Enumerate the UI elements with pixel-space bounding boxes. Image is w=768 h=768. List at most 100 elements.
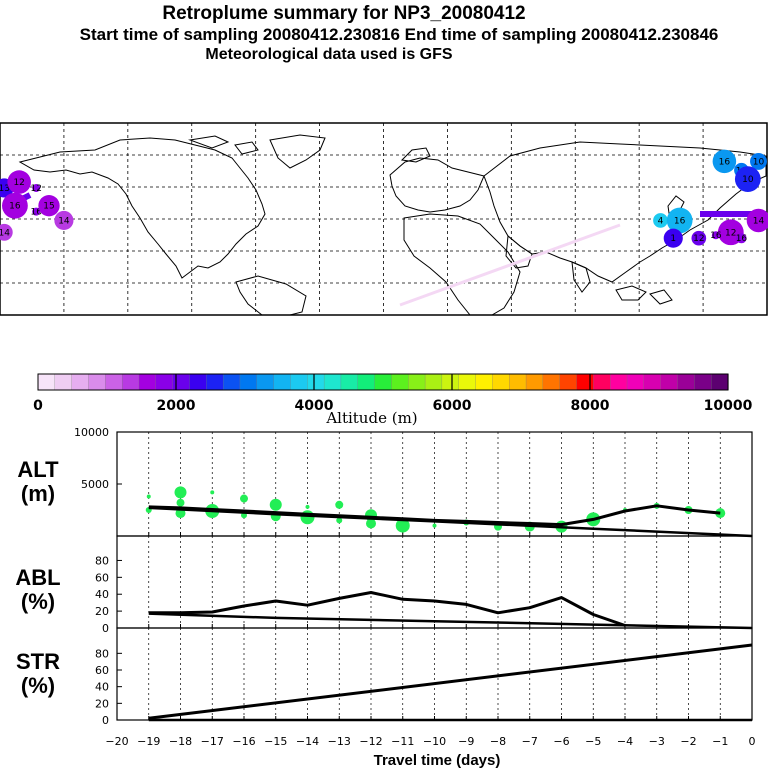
- altitude-point: [432, 523, 437, 528]
- altitude-point: [395, 518, 410, 533]
- altitude-point: [176, 498, 185, 507]
- x-tick-label: −12: [359, 735, 382, 748]
- colorbar-cell: [525, 373, 544, 391]
- x-tick-label: −11: [391, 735, 414, 748]
- plume-marker: [38, 195, 60, 217]
- x-tick-label: −18: [169, 735, 192, 748]
- plume-marker: [54, 210, 74, 231]
- plume-marker: [2, 192, 28, 219]
- y-tick-label: 10000: [74, 426, 109, 439]
- met-data-source: Meteorological data used is GFS: [205, 46, 453, 63]
- map-gridlines: [0, 123, 767, 315]
- plume-markers: 13121216161514141618101041611212161614: [0, 149, 768, 248]
- plume-marker-label: 10: [742, 175, 754, 185]
- x-tick-label: −6: [553, 735, 569, 748]
- panel-str: 80 60 40 20 0 STR(%): [16, 627, 753, 727]
- plume-marker: [711, 231, 720, 240]
- x-tick-label: −17: [201, 735, 224, 748]
- colorbar-cell: [475, 373, 494, 391]
- x-tick-label: −16: [232, 735, 255, 748]
- altitude-point: [269, 498, 282, 511]
- altitude-point: [366, 518, 376, 529]
- colorbar-cell: [509, 373, 527, 391]
- colorbar-frame: [37, 373, 729, 391]
- colorbar-cell: [374, 373, 393, 391]
- y-tick-label: 0: [102, 622, 109, 635]
- plume-marker-label: 16: [719, 157, 731, 167]
- panel-label: ALT: [17, 457, 59, 482]
- colorbar-cell: [610, 373, 628, 391]
- x-tick-label: −3: [649, 735, 665, 748]
- plume-marker-label: 14: [753, 216, 765, 226]
- x-tick-label: −1: [712, 735, 728, 748]
- time-series-panels: 100005000ALT(m)806040200ABL(%)806040200S…: [15, 426, 755, 748]
- world-map: 13121216161514141618101041611212161614: [0, 122, 768, 316]
- plume-marker: [0, 223, 13, 241]
- x-tick-label: −10: [423, 735, 446, 748]
- altitude-point: [336, 517, 343, 524]
- plume-marker-label: 16: [9, 202, 21, 212]
- colorbar-tick-label: 2000: [157, 398, 196, 414]
- plume-marker: [746, 208, 768, 233]
- colorbar-cell: [626, 373, 645, 391]
- x-axis-label: Travel time (days): [374, 752, 501, 768]
- colorbar-cell: [290, 373, 308, 391]
- colorbar-cell: [458, 373, 477, 391]
- plume-marker-label: 13: [0, 184, 10, 194]
- plume-marker-label: 10: [753, 157, 765, 167]
- colorbar-cell: [71, 373, 90, 391]
- plume-marker-label: 15: [43, 202, 54, 212]
- colorbar-cell: [222, 373, 241, 391]
- colorbar-cell: [593, 373, 611, 391]
- colorbar-tick-label: 0: [33, 398, 43, 414]
- colorbar-cell: [37, 373, 56, 391]
- colorbar-cell: [559, 373, 578, 391]
- colorbar-cell: [105, 373, 123, 391]
- colorbar-cell: [391, 373, 409, 391]
- colorbar-cell: [408, 373, 426, 391]
- colorbar-cell: [239, 373, 258, 391]
- plume-marker-label: 16: [736, 234, 748, 244]
- plume-marker: [32, 183, 41, 192]
- x-tick-label: −14: [296, 735, 319, 748]
- plume-marker-label: 16: [710, 231, 722, 241]
- sampling-times: Start time of sampling 20080412.230816 E…: [79, 25, 719, 44]
- plume-marker-label: 1: [670, 234, 676, 244]
- x-tick-label: −5: [585, 735, 601, 748]
- altitude-point: [174, 486, 187, 499]
- y-tick-label: 80: [95, 554, 109, 567]
- x-tick-label: −13: [328, 735, 351, 748]
- y-tick-label: 20: [95, 697, 109, 710]
- altitude-colorbar: 0 2000 4000 6000 8000 10000 Altitude (m): [33, 373, 753, 427]
- colorbar-cell: [694, 373, 712, 391]
- colorbar-cell: [88, 373, 106, 391]
- altitude-point: [210, 490, 215, 495]
- series-line: [148, 506, 753, 538]
- colorbar-cell: [307, 373, 325, 391]
- altitude-point: [240, 494, 248, 503]
- colorbar-cell: [172, 373, 191, 391]
- colorbar-cell: [206, 373, 224, 391]
- panel-unit: (%): [21, 673, 55, 698]
- plume-marker-label: 14: [0, 228, 10, 238]
- colorbar-cell: [643, 373, 662, 391]
- series-line: [148, 591, 626, 627]
- colorbar-label: Altitude (m): [325, 409, 417, 427]
- series-line: [148, 612, 753, 630]
- plume-marker-label: 14: [58, 216, 70, 226]
- plume-marker: [32, 207, 41, 216]
- colorbar-tick-label: 10000: [704, 398, 753, 414]
- x-tick-label: −8: [490, 735, 506, 748]
- plume-marker-label: 16: [30, 208, 42, 218]
- y-tick-label: 5000: [81, 478, 109, 491]
- y-tick-label: 40: [95, 588, 109, 601]
- plume-marker-label: 4: [658, 216, 664, 226]
- colorbar-cell: [323, 373, 342, 391]
- colorbar-cell: [121, 373, 140, 391]
- colorbar-cell: [660, 373, 679, 391]
- colorbar-cell: [340, 373, 359, 391]
- panel-abl: 80 60 40 20 0 ABL(%): [15, 535, 753, 635]
- plume-marker-label: 16: [674, 216, 686, 226]
- trajectory-band: [399, 223, 621, 307]
